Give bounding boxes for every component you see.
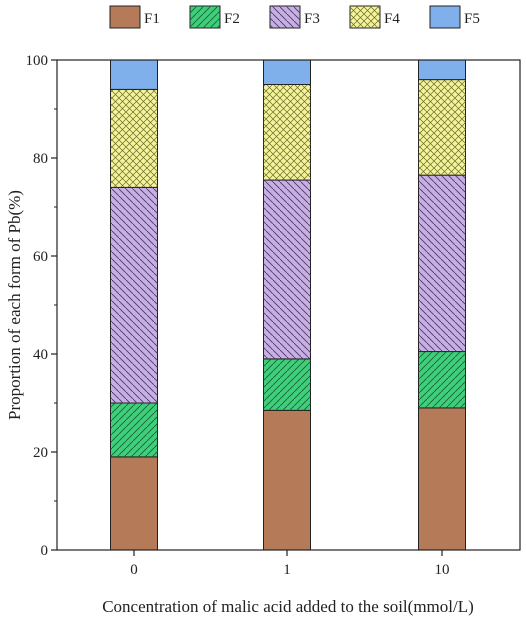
bars bbox=[110, 59, 466, 551]
legend-label-f5: F5 bbox=[464, 11, 480, 27]
bar-hatch-f3-10 bbox=[418, 175, 466, 352]
legend-item-f2: F2 bbox=[189, 5, 240, 29]
legend-swatch-hatch-f3 bbox=[270, 6, 300, 28]
x-axis-title: Concentration of malic acid added to the… bbox=[102, 597, 474, 616]
bar-segment-f5-1 bbox=[263, 59, 311, 85]
legend-label-f2: F2 bbox=[224, 11, 240, 27]
bar-segment-f1-10 bbox=[418, 407, 466, 551]
legend-swatch-hatch-f4 bbox=[350, 6, 380, 28]
y-tick-label-60: 60 bbox=[33, 249, 48, 265]
legend-label-f4: F4 bbox=[384, 11, 400, 27]
bar-segment-f1-1 bbox=[263, 409, 311, 551]
legend: F1 F2 F3 F4 F5 bbox=[109, 5, 480, 29]
legend-label-f3: F3 bbox=[304, 11, 320, 27]
bar-hatch-f4-1 bbox=[263, 84, 311, 181]
y-tick-label-0: 0 bbox=[41, 543, 49, 559]
bar-hatch-f3-1 bbox=[263, 180, 311, 359]
bar-hatch-f2-10 bbox=[418, 351, 466, 408]
axes: 0 20 40 60 80 100 0 1 10 bbox=[26, 53, 521, 578]
legend-item-f3: F3 bbox=[269, 5, 320, 29]
bar-hatch-f4-10 bbox=[418, 79, 466, 176]
bar-hatch-f3-0 bbox=[110, 187, 158, 403]
bar-segment-f1-0 bbox=[110, 456, 158, 551]
legend-label-f1: F1 bbox=[144, 11, 160, 27]
legend-swatch-hatch-f2 bbox=[190, 6, 220, 28]
legend-swatch-f5 bbox=[429, 5, 461, 29]
x-tick-label-1: 1 bbox=[283, 562, 291, 578]
legend-swatch-f1 bbox=[109, 5, 141, 29]
bar-segment-f5-0 bbox=[110, 59, 158, 90]
bar-hatch-f2-0 bbox=[110, 403, 158, 457]
legend-item-f1: F1 bbox=[109, 5, 160, 29]
y-tick-label-80: 80 bbox=[33, 151, 48, 167]
bar-hatch-f2-1 bbox=[263, 358, 311, 411]
y-tick-label-100: 100 bbox=[26, 53, 49, 69]
x-tick-label-10: 10 bbox=[435, 562, 450, 578]
legend-item-f5: F5 bbox=[429, 5, 480, 29]
x-tick-label-0: 0 bbox=[130, 562, 138, 578]
legend-item-f4: F4 bbox=[349, 5, 400, 29]
y-tick-label-20: 20 bbox=[33, 445, 48, 461]
bar-segment-f5-10 bbox=[418, 59, 466, 81]
bar-hatch-f4-0 bbox=[110, 89, 158, 188]
y-tick-label-40: 40 bbox=[33, 347, 48, 363]
y-axis-title: Proportion of each form of Pb(%) bbox=[5, 190, 24, 420]
